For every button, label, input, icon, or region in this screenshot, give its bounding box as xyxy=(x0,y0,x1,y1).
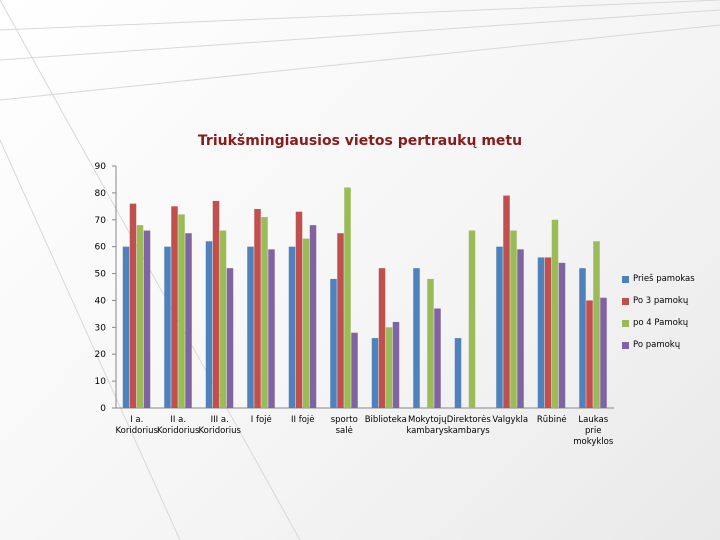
legend-swatch xyxy=(622,297,629,305)
bar xyxy=(434,308,441,408)
bar xyxy=(600,297,607,408)
y-tick-label: 90 xyxy=(95,162,107,172)
bar xyxy=(551,219,559,408)
x-tick-label: Direktorės xyxy=(447,415,492,425)
bar xyxy=(537,257,545,408)
legend-label: Po pamokų xyxy=(633,340,681,350)
bar xyxy=(219,230,227,408)
bar xyxy=(247,246,254,408)
legend-item: Po pamokų xyxy=(622,334,695,356)
x-tick-label: Koridorius xyxy=(116,426,159,436)
bar xyxy=(510,230,517,408)
x-tick-label: Koridorius xyxy=(157,426,200,436)
bar xyxy=(178,214,185,408)
chart-title: Triukšmingiausios vietos pertraukų metu xyxy=(197,133,523,149)
bar xyxy=(413,268,420,408)
bar xyxy=(385,327,393,408)
bar xyxy=(579,268,586,408)
bar xyxy=(558,262,566,408)
bar xyxy=(454,338,462,408)
legend-label: Prieš pamokas xyxy=(633,274,695,284)
x-tick-label: salė xyxy=(336,426,353,436)
x-tick-label: Koridorius xyxy=(199,426,242,436)
bar xyxy=(136,225,144,408)
bar xyxy=(295,211,303,408)
x-tick-label: Laukas xyxy=(578,415,608,425)
chart-legend: Prieš pamokas Po 3 pamokų po 4 Pamokų Po… xyxy=(622,268,695,356)
bar xyxy=(261,217,268,408)
x-tick-label: kambarys xyxy=(448,426,490,436)
bar xyxy=(544,257,552,408)
y-tick-label: 0 xyxy=(100,404,106,414)
bar xyxy=(468,230,476,408)
bar xyxy=(337,233,344,408)
x-tick-label: Biblioteka xyxy=(365,415,407,425)
x-tick-label: I a. xyxy=(130,415,143,425)
bar xyxy=(164,246,171,408)
legend-label: po 4 Pamokų xyxy=(633,318,689,328)
y-tick-label: 30 xyxy=(95,323,107,333)
y-tick-label: 80 xyxy=(95,189,107,199)
legend-swatch xyxy=(622,319,629,327)
legend-item: Prieš pamokas xyxy=(622,268,695,290)
bar xyxy=(330,278,337,408)
x-tick-label: prie xyxy=(585,426,601,436)
legend-swatch xyxy=(622,341,629,349)
legend-item: po 4 Pamokų xyxy=(622,312,695,334)
bar xyxy=(226,268,234,408)
bar xyxy=(171,206,178,408)
x-tick-label: I fojė xyxy=(251,415,272,425)
x-tick-label: sporto xyxy=(331,415,358,425)
bar xyxy=(427,278,434,408)
bar xyxy=(371,338,379,408)
x-tick-label: Rūbinė xyxy=(537,415,567,425)
bar xyxy=(496,246,503,408)
legend-label: Po 3 pamokų xyxy=(633,296,689,306)
x-tick-label: kambarys xyxy=(406,426,448,436)
x-tick-label: mokyklos xyxy=(573,437,614,447)
bar xyxy=(205,241,213,408)
legend-swatch xyxy=(622,275,629,283)
x-tick-label: II a. xyxy=(170,415,186,425)
bar xyxy=(593,241,600,408)
bar xyxy=(392,321,400,408)
bar xyxy=(586,300,593,408)
x-tick-label: Valgykla xyxy=(492,415,528,425)
bar xyxy=(143,230,151,408)
bar xyxy=(122,246,130,408)
bar xyxy=(344,187,351,408)
y-tick-label: 50 xyxy=(95,270,107,280)
bar xyxy=(351,332,358,408)
x-tick-label: II fojė xyxy=(291,415,315,425)
legend-item: Po 3 pamokų xyxy=(622,290,695,312)
bar xyxy=(268,249,275,408)
bar xyxy=(378,268,386,408)
x-tick-label: Mokytojų xyxy=(408,415,447,425)
bar xyxy=(212,200,220,408)
y-tick-label: 20 xyxy=(95,350,107,360)
y-tick-label: 60 xyxy=(95,243,107,253)
y-tick-label: 40 xyxy=(95,296,107,306)
bar xyxy=(288,246,296,408)
bar xyxy=(254,209,261,408)
bar xyxy=(129,203,137,408)
bar xyxy=(185,233,192,408)
y-tick-label: 10 xyxy=(95,377,107,387)
bar xyxy=(309,225,317,408)
x-tick-label: III a. xyxy=(211,415,229,425)
bar xyxy=(302,238,310,408)
bar xyxy=(503,195,510,408)
bar xyxy=(517,249,524,408)
y-tick-label: 70 xyxy=(95,216,107,226)
